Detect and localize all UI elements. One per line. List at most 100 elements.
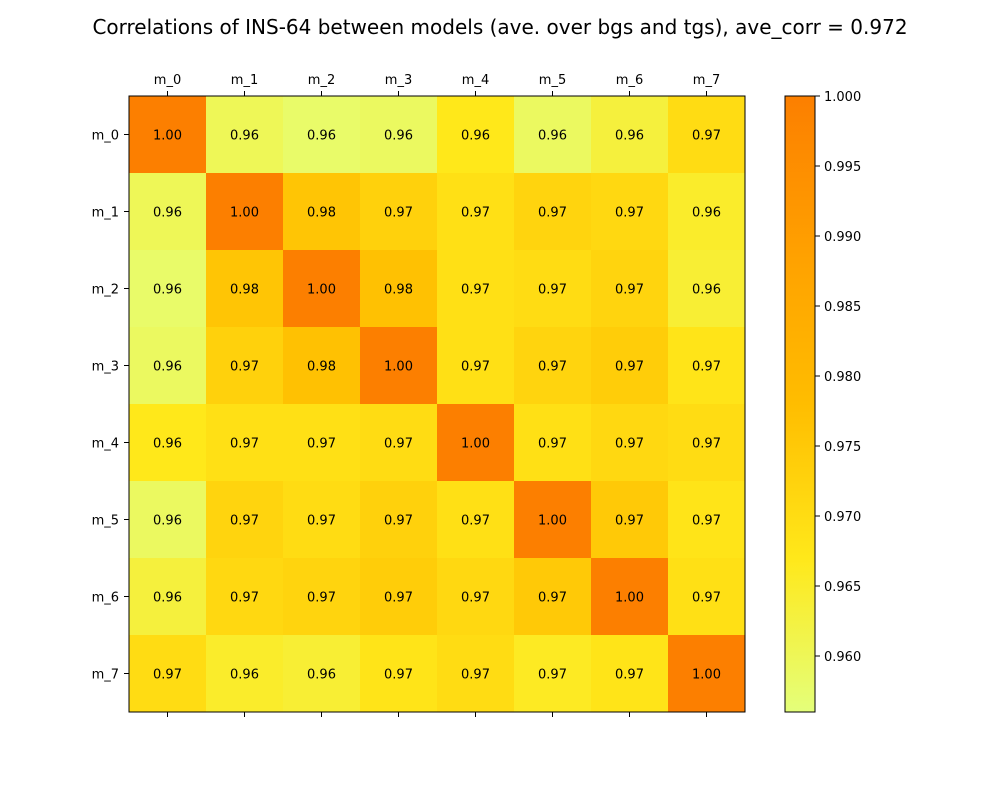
heatmap-cell-m_2-m_6 [591,250,669,328]
heatmap-cell-m_0-m_7 [668,96,746,174]
heatmap-cell-m_1-m_5 [514,173,592,251]
cell-value-label: 0.97 [538,206,567,221]
heatmap-cell-m_1-m_6 [591,173,669,251]
heatmap-cell-m_5-m_2 [283,481,361,559]
colorbar-tick-label: 0.990 [824,230,861,245]
colorbar-tick-label: 1.000 [824,90,861,105]
heatmap-cell-m_7-m_4 [437,635,515,713]
heatmap-cell-m_2-m_0 [129,250,207,328]
column-label: m_1 [231,73,258,88]
cell-value-label: 0.96 [692,283,721,298]
heatmap-cell-m_0-m_0 [129,96,207,174]
heatmap-cell-m_2-m_1 [206,250,284,328]
heatmap-cell-m_6-m_3 [360,558,438,636]
heatmap-cell-m_6-m_1 [206,558,284,636]
heatmap-cell-m_0-m_4 [437,96,515,174]
cell-value-label: 0.97 [615,437,644,452]
cell-value-label: 0.97 [230,591,259,606]
cell-value-label: 0.98 [230,283,259,298]
cell-value-label: 0.96 [153,206,182,221]
heatmap-cell-m_2-m_5 [514,250,592,328]
column-label: m_5 [539,73,566,88]
cell-value-label: 0.97 [384,514,413,529]
cell-value-label: 0.97 [230,514,259,529]
heatmap-cell-m_4-m_5 [514,404,592,482]
cell-value-label: 1.00 [230,206,259,221]
heatmap-frame [128,95,746,713]
cell-value-label: 0.96 [461,129,490,144]
heatmap-cell-m_5-m_3 [360,481,438,559]
cell-value-label: 0.97 [692,437,721,452]
cell-value-label: 0.97 [692,129,721,144]
column-label: m_6 [616,73,643,88]
heatmap-cell-m_7-m_3 [360,635,438,713]
heatmap-cell-m_3-m_7 [668,327,746,405]
cell-value-label: 0.97 [384,668,413,683]
cell-value-label: 0.98 [384,283,413,298]
chart-title: Correlations of INS-64 between models (a… [92,15,907,39]
colorbar [784,95,816,713]
cell-value-label: 1.00 [153,129,182,144]
colorbar-tick-label: 0.965 [824,580,861,595]
cell-value-label: 1.00 [384,360,413,375]
heatmap-cell-m_1-m_7 [668,173,746,251]
heatmap-cell-m_1-m_3 [360,173,438,251]
heatmap-cell-m_0-m_2 [283,96,361,174]
cell-value-label: 0.96 [153,514,182,529]
cell-value-label: 0.96 [615,129,644,144]
cell-value-label: 0.97 [538,437,567,452]
cell-value-label: 0.96 [307,129,336,144]
column-label: m_0 [154,73,181,88]
heatmap-cell-m_7-m_2 [283,635,361,713]
cell-value-label: 1.00 [538,514,567,529]
heatmap-cell-m_7-m_5 [514,635,592,713]
row-ticks: m_0 m_1 m_2 m_3 m_4 m_5 m_6 m_7 [92,129,129,683]
heatmap-cell-m_7-m_1 [206,635,284,713]
column-label: m_7 [693,73,720,88]
cell-value-label: 0.97 [692,360,721,375]
colorbar-tick-label: 0.980 [824,370,861,385]
heatmap-cell-m_7-m_0 [129,635,207,713]
heatmap-cell-m_0-m_1 [206,96,284,174]
cell-value-label: 0.97 [461,514,490,529]
heatmap-cell-m_5-m_5 [514,481,592,559]
row-label: m_1 [92,206,119,221]
cell-value-label: 1.00 [461,437,490,452]
heatmap-cell-m_6-m_6 [591,558,669,636]
heatmap-cell-m_0-m_5 [514,96,592,174]
cell-value-label: 0.98 [307,360,336,375]
column-label: m_3 [385,73,412,88]
row-label: m_2 [92,283,119,298]
cell-value-label: 0.96 [153,360,182,375]
column-label: m_4 [462,73,489,88]
cell-value-label: 0.97 [307,514,336,529]
cell-value-label: 0.97 [461,591,490,606]
heatmap-cell-m_5-m_0 [129,481,207,559]
row-label: m_7 [92,668,119,683]
cell-value-label: 1.00 [692,668,721,683]
heatmap-cell-m_4-m_7 [668,404,746,482]
cell-value-label: 0.96 [153,437,182,452]
heatmap-cell-m_6-m_5 [514,558,592,636]
cell-value-label: 0.96 [384,129,413,144]
cell-value-label: 0.98 [307,206,336,221]
row-label: m_5 [92,514,119,529]
heatmap-cell-m_1-m_2 [283,173,361,251]
heatmap-cell-m_2-m_4 [437,250,515,328]
cell-value-label: 0.97 [461,668,490,683]
heatmap-cell-m_1-m_0 [129,173,207,251]
cell-value-label: 0.97 [615,283,644,298]
heatmap-cell-m_5-m_1 [206,481,284,559]
cell-value-label: 0.97 [615,206,644,221]
cell-value-label: 0.97 [692,514,721,529]
heatmap-cell-m_0-m_6 [591,96,669,174]
heatmap-cell-m_1-m_1 [206,173,284,251]
colorbar-tick-label: 0.970 [824,510,861,525]
heatmap-cell-m_3-m_4 [437,327,515,405]
heatmap-cell-m_0-m_3 [360,96,438,174]
heatmap-cell-m_3-m_6 [591,327,669,405]
cell-value-label: 0.97 [461,283,490,298]
cell-value-label: 1.00 [307,283,336,298]
heatmap-cell-m_2-m_7 [668,250,746,328]
